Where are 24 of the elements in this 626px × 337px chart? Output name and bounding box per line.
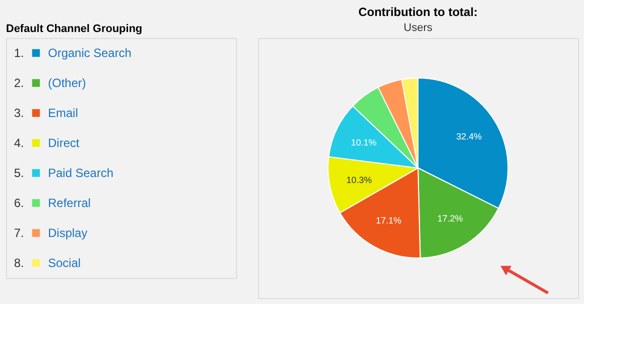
legend-label: Organic Search xyxy=(48,46,132,60)
text: 2. xyxy=(14,76,24,90)
data-label: 10.1% xyxy=(351,137,377,148)
text: 7. xyxy=(14,226,24,240)
legend-title: Default Channel Grouping xyxy=(6,23,142,35)
data-label: 17.1% xyxy=(376,215,402,226)
data-label: 10.3% xyxy=(346,174,372,185)
legend-label: Display xyxy=(48,226,88,240)
legend-label: Referral xyxy=(48,196,91,210)
text: 1. xyxy=(14,46,24,60)
data-label: 32.4% xyxy=(456,131,482,142)
legend-label: Paid Search xyxy=(48,166,114,180)
legend-label: Email xyxy=(48,106,78,120)
legend-label: (Other) xyxy=(48,76,86,90)
data-label: 17.2% xyxy=(437,214,463,224)
chart-title: Contribution to total: xyxy=(358,5,478,19)
text: 8. xyxy=(14,256,24,270)
text: 4. xyxy=(14,136,24,150)
legend-label: Social xyxy=(48,256,81,270)
text: 3. xyxy=(14,106,24,120)
text: 6. xyxy=(14,196,24,210)
text: 5. xyxy=(14,166,24,180)
chart-subtitle: Users xyxy=(404,22,433,34)
legend-label: Direct xyxy=(48,136,80,150)
